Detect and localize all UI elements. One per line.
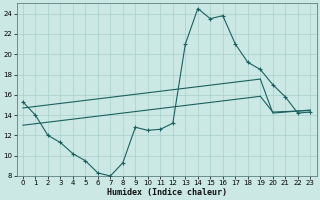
X-axis label: Humidex (Indice chaleur): Humidex (Indice chaleur)	[107, 188, 227, 197]
